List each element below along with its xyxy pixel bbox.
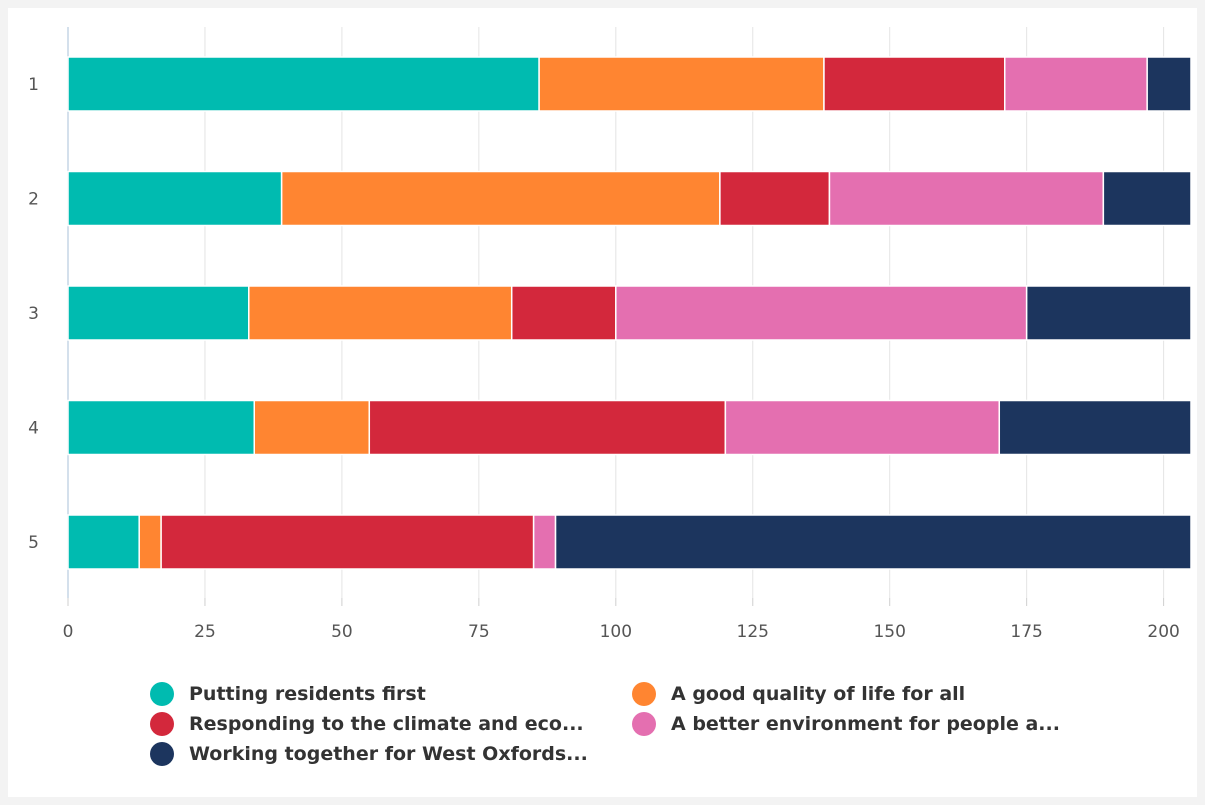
x-tick-label: 175 <box>1010 622 1042 642</box>
bar-segment[interactable] <box>67 170 283 227</box>
bar-segment[interactable] <box>368 399 727 456</box>
legend-item-better-environment[interactable]: A better environment for people a... <box>632 712 1060 736</box>
legend-item-working-together[interactable]: Working together for West Oxfords... <box>150 742 588 766</box>
bar-segment[interactable] <box>510 285 617 341</box>
bar-segment[interactable] <box>532 514 557 570</box>
bar-segment[interactable] <box>1003 56 1148 112</box>
legend-item-responding-to-climate[interactable]: Responding to the climate and eco... <box>150 712 584 736</box>
legend-swatch <box>150 682 174 706</box>
legend-label: A better environment for people a... <box>671 713 1060 735</box>
bar-segment[interactable] <box>67 514 140 570</box>
bar-segment[interactable] <box>280 170 721 227</box>
legend-swatch <box>150 742 174 766</box>
bar-segment[interactable] <box>1146 56 1192 112</box>
bar-segment[interactable] <box>554 514 1192 570</box>
x-tick-label: 125 <box>737 622 769 642</box>
category-labels: 1 2 3 4 5 <box>28 75 39 553</box>
x-tick-label: 75 <box>468 622 490 642</box>
legend-label: Putting residents first <box>189 683 426 705</box>
bar-segment[interactable] <box>160 514 535 570</box>
bar-segment[interactable] <box>253 399 371 456</box>
x-tick-label: 25 <box>194 622 216 642</box>
bar-segment[interactable] <box>138 514 162 570</box>
bar-segment[interactable] <box>67 399 256 456</box>
category-label: 3 <box>28 304 39 324</box>
x-tick-label: 50 <box>331 622 353 642</box>
x-tick-label: 200 <box>1147 622 1179 642</box>
bar-segment[interactable] <box>1025 285 1192 341</box>
x-tick-label: 150 <box>873 622 905 642</box>
legend-label: Responding to the climate and eco... <box>189 713 584 735</box>
bars <box>67 56 1192 570</box>
legend-swatch <box>632 712 656 736</box>
bar-segment[interactable] <box>1102 170 1192 227</box>
legend-swatch <box>150 712 174 736</box>
legend-label: A good quality of life for all <box>671 683 966 705</box>
bar-segment[interactable] <box>67 56 540 112</box>
bar-segment[interactable] <box>248 285 513 341</box>
bar-segment[interactable] <box>615 285 1028 341</box>
category-label: 4 <box>28 419 39 439</box>
bar-segment[interactable] <box>719 170 831 227</box>
bar-segment[interactable] <box>538 56 825 112</box>
legend-label: Working together for West Oxfords... <box>189 743 588 765</box>
bar-segment[interactable] <box>724 399 1001 456</box>
bar-segment[interactable] <box>828 170 1105 227</box>
legend-item-good-quality-of-life[interactable]: A good quality of life for all <box>632 682 965 706</box>
category-label: 2 <box>28 190 39 210</box>
bar-segment[interactable] <box>998 399 1192 456</box>
bar-segment[interactable] <box>67 285 250 341</box>
x-tick-label: 0 <box>63 622 74 642</box>
x-tick-label: 100 <box>600 622 632 642</box>
category-label: 5 <box>28 533 39 553</box>
category-label: 1 <box>28 75 39 95</box>
legend-swatch <box>632 682 656 706</box>
legend-item-putting-residents-first[interactable]: Putting residents first <box>150 682 426 706</box>
x-axis-tick-labels: 0 25 50 75 100 125 150 175 200 <box>63 622 1180 642</box>
bar-segment[interactable] <box>823 56 1006 112</box>
